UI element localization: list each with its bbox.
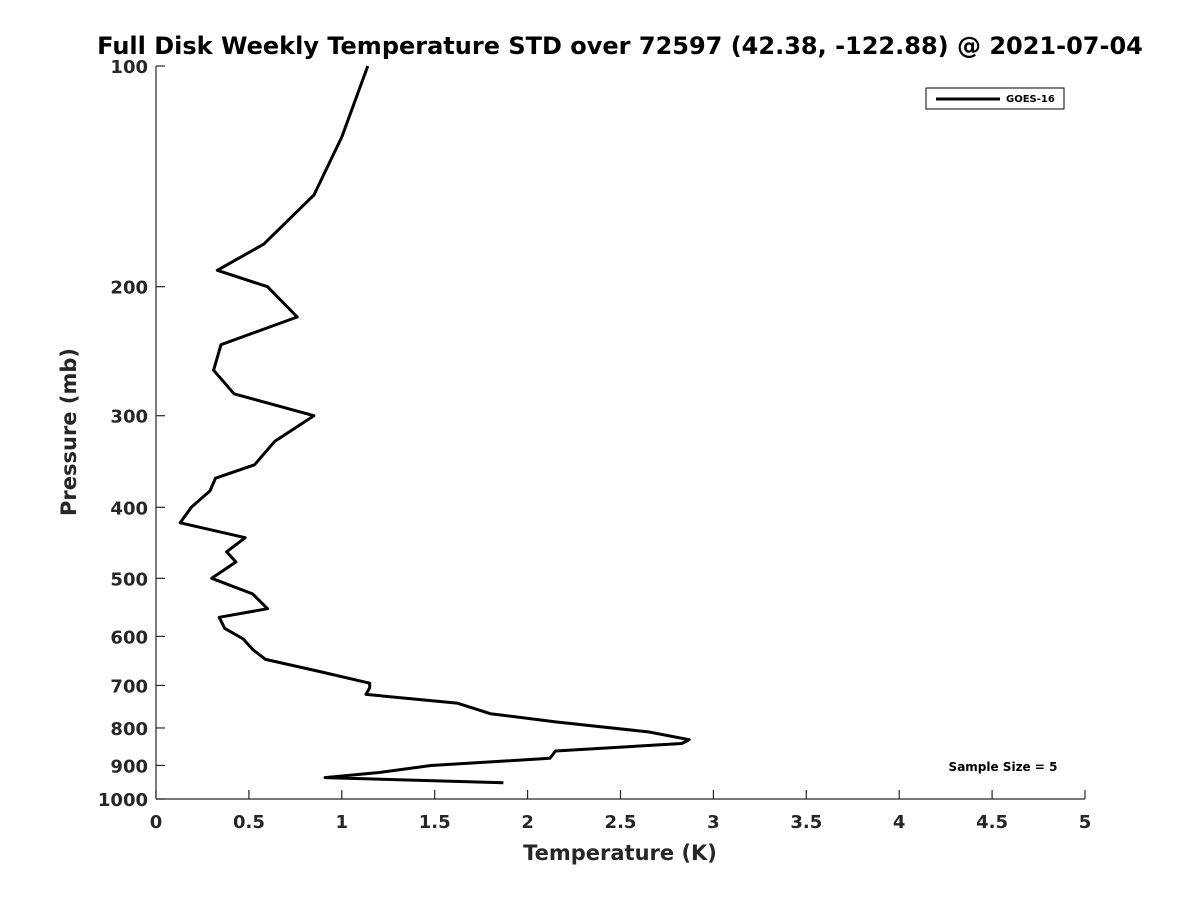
y-tick-label: 600 [110,627,148,648]
sample-size-annotation: Sample Size = 5 [949,760,1058,774]
x-tick-label: 3.5 [790,812,822,833]
y-tick-label: 300 [110,407,148,428]
x-tick-label: 2.5 [605,812,637,833]
x-tick-label: 3 [707,812,720,833]
y-tick-label: 900 [110,756,148,777]
y-tick-label: 100 [110,57,148,78]
x-tick-label: 0.5 [233,812,265,833]
x-tick-label: 4.5 [976,812,1008,833]
x-tick-label: 1 [336,812,349,833]
y-axis-ticks: 100 200 300 400 500 600 700 800 900 1000 [98,57,165,811]
axes [155,66,1085,800]
chart-title: Full Disk Weekly Temperature STD over 72… [97,32,1143,60]
y-tick-label: 200 [110,278,148,299]
x-tick-label: 2 [521,812,534,833]
y-tick-label: 1000 [98,790,148,811]
legend-label-goes-16: GOES-16 [1006,94,1055,105]
x-tick-label: 0 [150,812,163,833]
y-tick-label: 700 [110,676,148,697]
x-tick-label: 5 [1079,812,1092,833]
x-axis-label: Temperature (K) [523,841,717,865]
series-line-goes-16 [178,65,691,785]
y-tick-label: 500 [110,569,148,590]
legend: GOES-16 [925,87,1065,110]
x-tick-label: 4 [893,812,906,833]
y-tick-label: 400 [110,498,148,519]
y-axis-label: Pressure (mb) [57,348,81,516]
y-tick-label: 800 [110,719,148,740]
x-tick-label: 1.5 [419,812,451,833]
x-axis-ticks: 0 0.5 1 1.5 2 2.5 3 3.5 4 4.5 5 [150,790,1092,833]
